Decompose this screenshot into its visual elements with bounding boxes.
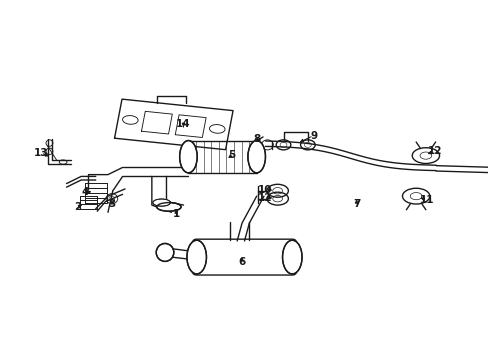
Ellipse shape — [157, 203, 181, 211]
Ellipse shape — [186, 240, 206, 274]
Text: 11: 11 — [419, 195, 434, 205]
Text: 12: 12 — [427, 146, 441, 156]
Text: 13: 13 — [33, 148, 48, 158]
Text: 7: 7 — [352, 199, 360, 210]
Text: 10: 10 — [258, 185, 272, 195]
Text: 4: 4 — [81, 187, 88, 197]
Ellipse shape — [179, 140, 197, 173]
Text: 9: 9 — [309, 131, 317, 140]
Text: 5: 5 — [228, 150, 235, 160]
Text: 1: 1 — [172, 209, 180, 219]
Ellipse shape — [156, 243, 173, 261]
Ellipse shape — [282, 240, 302, 274]
Text: 3: 3 — [108, 199, 115, 210]
Text: 8: 8 — [253, 134, 260, 144]
Text: 14: 14 — [176, 119, 190, 129]
Text: 12: 12 — [258, 193, 272, 203]
Text: 2: 2 — [74, 202, 81, 212]
Text: 6: 6 — [238, 257, 245, 267]
Ellipse shape — [247, 140, 265, 173]
Ellipse shape — [153, 199, 170, 206]
